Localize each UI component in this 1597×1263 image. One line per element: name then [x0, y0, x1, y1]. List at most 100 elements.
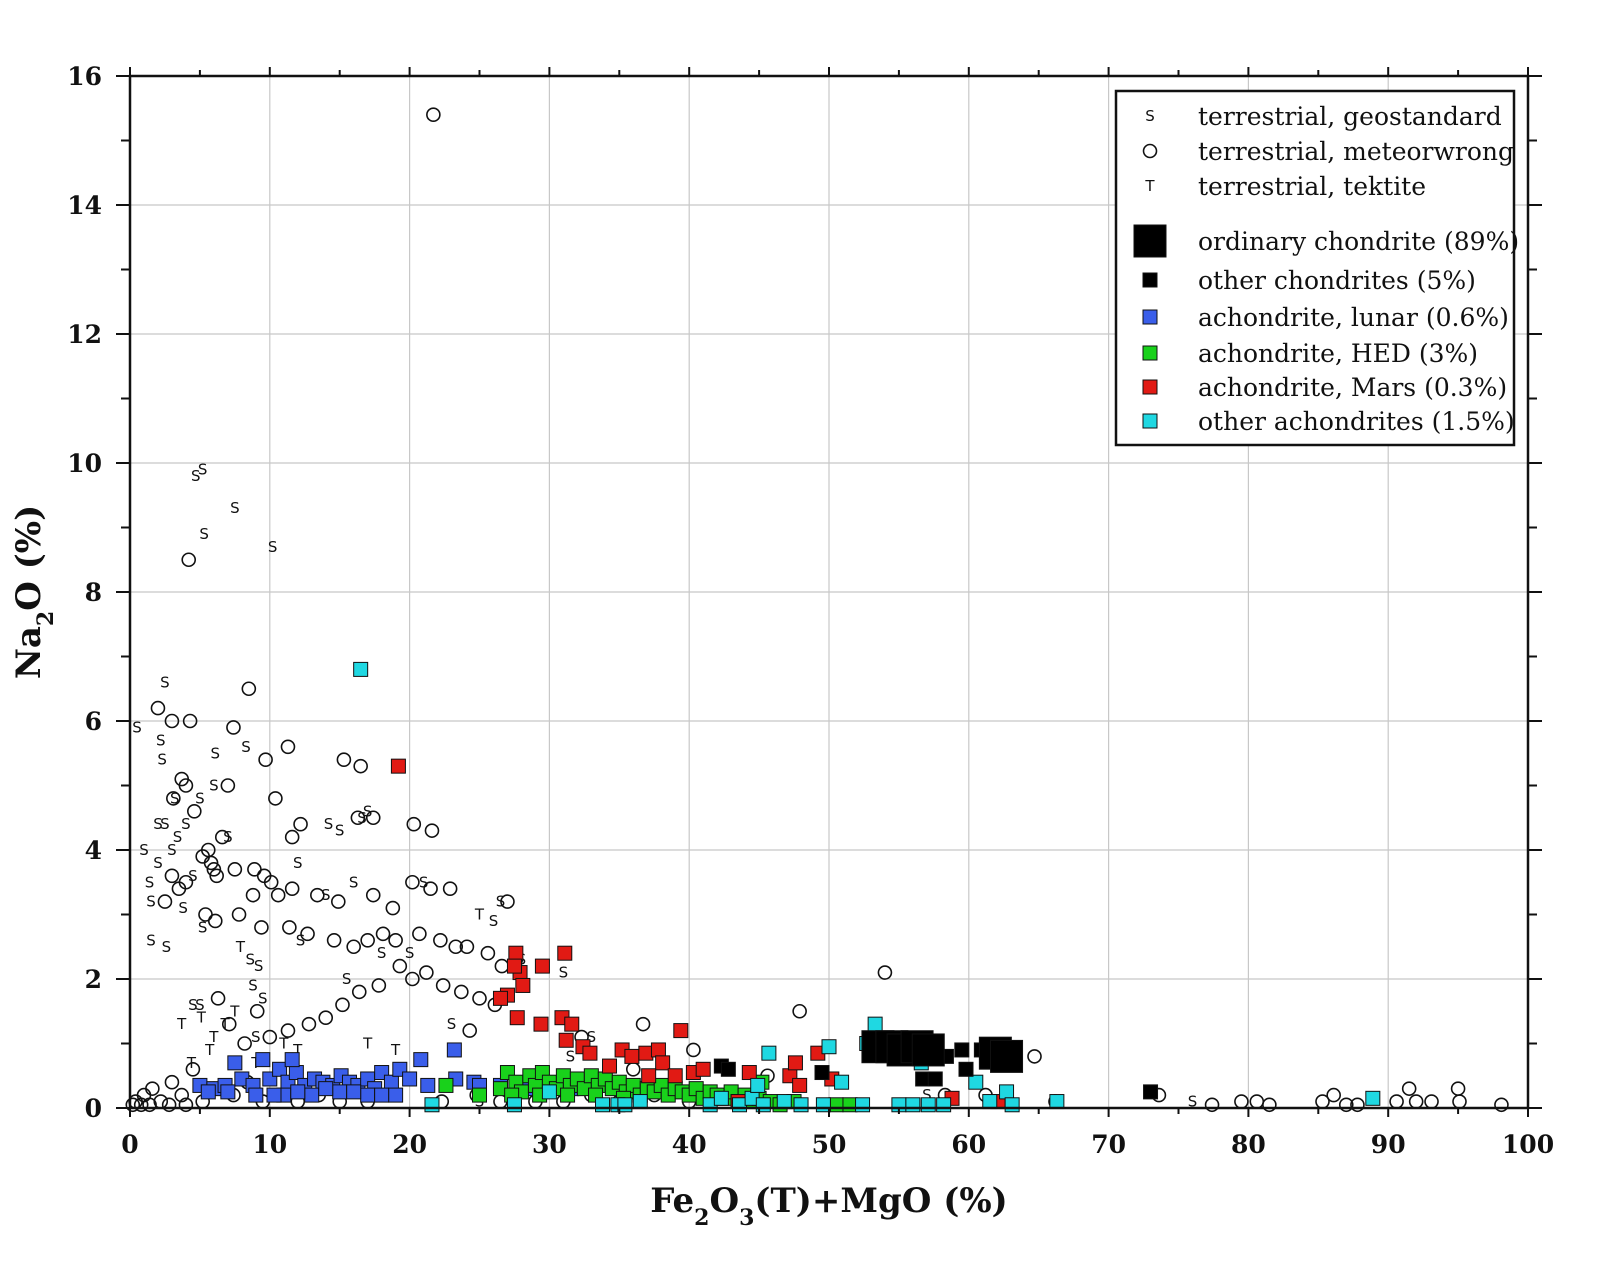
- data-point: [655, 1055, 671, 1071]
- x-tick-label: 80: [1231, 1130, 1266, 1159]
- data-point: [867, 1016, 883, 1032]
- data-point: [405, 874, 420, 890]
- data-point: T: [229, 1002, 240, 1020]
- data-point: [200, 1084, 216, 1100]
- data-point: [164, 713, 180, 729]
- data-point: [533, 1016, 549, 1032]
- data-point: [412, 926, 427, 942]
- data-point: [787, 1055, 803, 1071]
- legend-marker: [1142, 272, 1158, 288]
- data-point: [1204, 1097, 1220, 1113]
- data-point: [720, 1061, 736, 1077]
- data-point: [331, 894, 346, 909]
- data-point: S: [198, 918, 208, 936]
- data-point: S: [377, 944, 387, 962]
- data-point: T: [362, 1035, 373, 1053]
- data-point: [318, 1081, 334, 1097]
- data-point: [161, 1097, 177, 1113]
- data-point: [383, 1074, 399, 1090]
- data-point: [249, 1003, 265, 1019]
- data-point: [390, 758, 406, 774]
- data-point: [1143, 1084, 1159, 1100]
- data-point: [602, 1058, 618, 1074]
- data-point: [1401, 1081, 1417, 1096]
- data-point: [954, 1042, 970, 1058]
- data-point: [792, 1077, 808, 1093]
- data-point: [814, 1065, 830, 1081]
- data-point: [301, 1016, 317, 1032]
- data-point: [374, 1087, 390, 1103]
- data-point: T: [196, 1009, 207, 1027]
- data-point: [245, 887, 261, 903]
- data-point: S: [296, 931, 306, 949]
- data-point: T: [292, 1041, 303, 1059]
- legend-marker: S: [1145, 107, 1155, 125]
- data-point: [911, 1033, 945, 1067]
- data-point: S: [223, 828, 233, 846]
- data-point: [492, 990, 508, 1006]
- data-point: [1494, 1097, 1509, 1113]
- data-point: [855, 1097, 871, 1113]
- data-point: S: [188, 867, 198, 885]
- data-point: [365, 887, 381, 903]
- data-point: S: [146, 893, 156, 911]
- y-tick-label: 14: [67, 191, 102, 220]
- data-point: [506, 1097, 522, 1113]
- data-point: S: [357, 809, 367, 827]
- data-point: S: [188, 996, 198, 1014]
- data-point: [346, 1084, 362, 1100]
- data-point: S: [139, 841, 149, 859]
- data-point: [187, 803, 202, 819]
- data-point: [1262, 1097, 1277, 1113]
- data-point: S: [132, 718, 142, 736]
- data-point: [420, 1077, 436, 1093]
- data-point: S: [230, 499, 240, 517]
- legend-label: terrestrial, geostandard: [1198, 102, 1502, 131]
- data-point: [1004, 1097, 1020, 1113]
- data-point: [270, 887, 286, 903]
- legend-marker: [1142, 345, 1158, 361]
- y-tick-label: 6: [85, 707, 102, 736]
- data-point: [424, 1097, 440, 1113]
- data-point: S: [181, 815, 191, 833]
- data-point: [564, 1016, 580, 1032]
- data-point: [582, 1045, 598, 1061]
- data-point: [385, 900, 401, 916]
- y-tick-label: 2: [85, 965, 102, 994]
- data-point: [402, 1071, 418, 1087]
- data-point: [284, 1052, 300, 1068]
- data-point: [1027, 1049, 1042, 1064]
- data-point: [877, 965, 893, 980]
- data-point: [557, 945, 573, 961]
- data-point: [793, 1097, 809, 1113]
- legend-label: terrestrial, meteorwrong: [1198, 137, 1514, 166]
- data-point: [750, 1077, 766, 1093]
- data-point: [1350, 1097, 1365, 1113]
- data-point: [280, 1023, 296, 1038]
- x-tick-label: 90: [1371, 1130, 1406, 1159]
- data-point: [842, 1097, 858, 1113]
- data-point: S: [241, 738, 251, 756]
- data-point: [226, 720, 241, 735]
- x-tick-label: 50: [812, 1130, 847, 1159]
- data-point: [206, 862, 222, 877]
- data-point: [178, 874, 194, 890]
- data-point: [638, 1045, 654, 1061]
- data-point: S: [178, 899, 188, 917]
- data-point: [905, 1097, 921, 1113]
- data-point: [178, 1097, 194, 1113]
- data-point: [182, 713, 198, 729]
- data-point: [958, 1061, 974, 1077]
- data-point: [293, 816, 308, 832]
- data-point: T: [235, 938, 246, 956]
- data-point: [207, 913, 223, 929]
- data-point: [936, 1097, 952, 1113]
- data-point: [673, 1023, 689, 1039]
- data-point: S: [167, 841, 177, 859]
- x-tick-label: 100: [1502, 1130, 1554, 1159]
- y-tick-label: 0: [85, 1094, 102, 1123]
- data-point: [650, 1042, 666, 1058]
- data-point: [174, 1087, 190, 1103]
- data-point: [220, 1084, 236, 1100]
- data-point: [1365, 1090, 1381, 1106]
